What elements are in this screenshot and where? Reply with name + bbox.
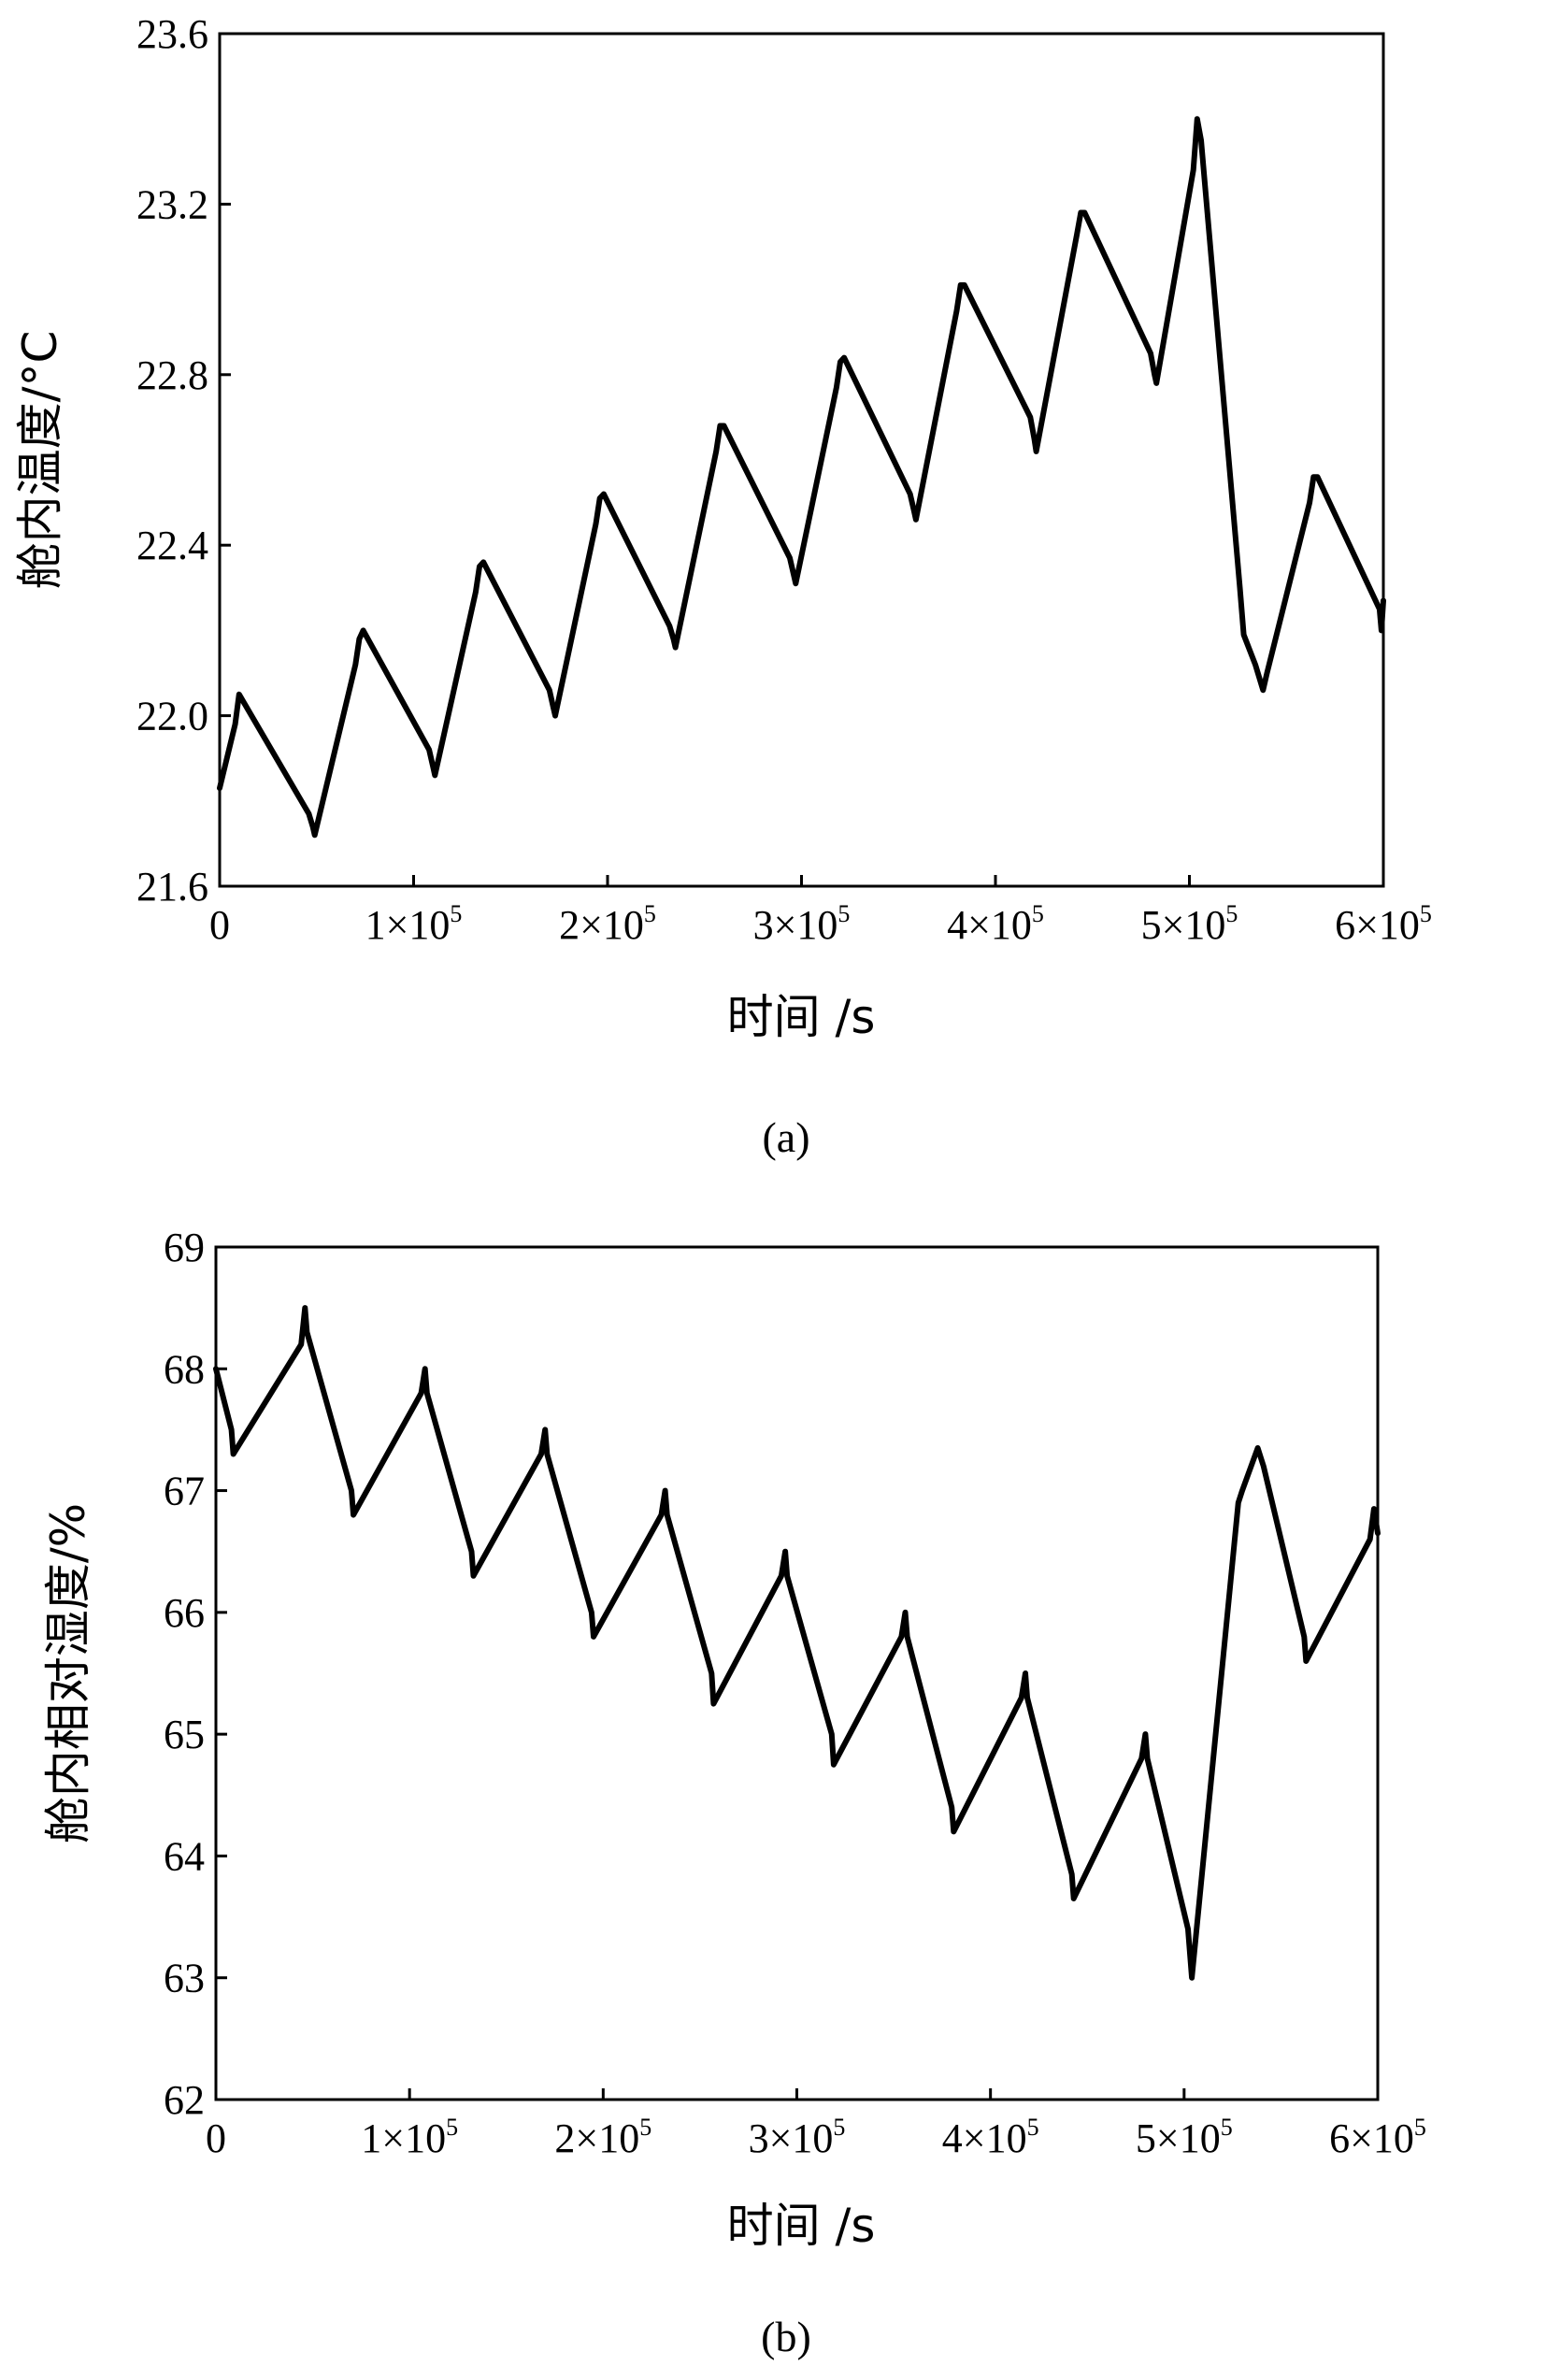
x-tick-label: 5×105 (1141, 900, 1238, 948)
y-tick-label: 64 (164, 1833, 205, 1879)
x-tick-label: 6×105 (1335, 900, 1432, 948)
x-tick-label: 1×105 (361, 2114, 458, 2161)
x-tick-label: 2×105 (554, 2114, 651, 2161)
y-tick-label: 67 (164, 1469, 205, 1514)
y-tick-label: 68 (164, 1346, 205, 1392)
y-tick-label: 69 (164, 1225, 205, 1270)
y-tick-label: 23.2 (136, 181, 208, 227)
x-tick-label: 0 (206, 2115, 226, 2161)
plot-frame-a (218, 32, 1385, 888)
x-tick-label: 0 (209, 902, 230, 948)
y-axis-title-a: 舱内温度/°C (13, 331, 67, 590)
humidity-series-line (213, 1305, 1381, 1981)
plot-frame-b (214, 1245, 1380, 2101)
y-tick-label: 63 (164, 1956, 205, 2001)
y-axis-ticks-b: 62 63 64 65 66 67 68 69 (164, 1225, 227, 2123)
y-tick-label: 23.6 (136, 11, 208, 57)
y-tick-label: 62 (164, 2077, 205, 2123)
x-tick-label: 1×105 (365, 900, 463, 948)
y-tick-label: 21.6 (136, 864, 208, 910)
x-tick-label: 2×105 (559, 900, 656, 948)
x-tick-label: 5×105 (1136, 2114, 1233, 2161)
y-axis-ticks-a: 21.6 22.0 22.4 22.8 23.2 23.6 (136, 11, 231, 910)
x-axis-title-b: 时间 /s (727, 2199, 876, 2253)
chart-panel-a: 0 1×105 2×105 3×105 4×105 5×105 6×105 21.6 22.0… (13, 11, 1432, 1161)
x-tick-label: 3×105 (749, 2114, 846, 2161)
y-axis-title-b: 舱内相对湿度/% (41, 1503, 95, 1843)
chart-panel-b: 0 1×105 2×105 3×105 4×105 5×105 6×105 62 63 64 65… (41, 1225, 1426, 2360)
x-tick-label: 3×105 (753, 900, 851, 948)
caption-a: (a) (762, 1113, 809, 1161)
x-tick-label: 4×105 (942, 2114, 1039, 2161)
caption-b: (b) (761, 2313, 811, 2360)
temperature-series-line (217, 116, 1386, 839)
x-axis-ticks-b: 0 1×105 2×105 3×105 4×105 5×105 6×105 (206, 2088, 1426, 2161)
x-tick-label: 4×105 (947, 900, 1044, 948)
x-axis-title-a: 时间 /s (727, 990, 876, 1044)
y-tick-label: 66 (164, 1590, 205, 1636)
y-tick-label: 22.4 (136, 523, 208, 568)
x-axis-ticks-a: 0 1×105 2×105 3×105 4×105 5×105 6×105 (209, 875, 1432, 948)
y-tick-label: 22.0 (136, 694, 208, 739)
y-tick-label: 22.8 (136, 352, 208, 398)
x-tick-label: 6×105 (1329, 2114, 1426, 2161)
y-tick-label: 65 (164, 1712, 205, 1757)
